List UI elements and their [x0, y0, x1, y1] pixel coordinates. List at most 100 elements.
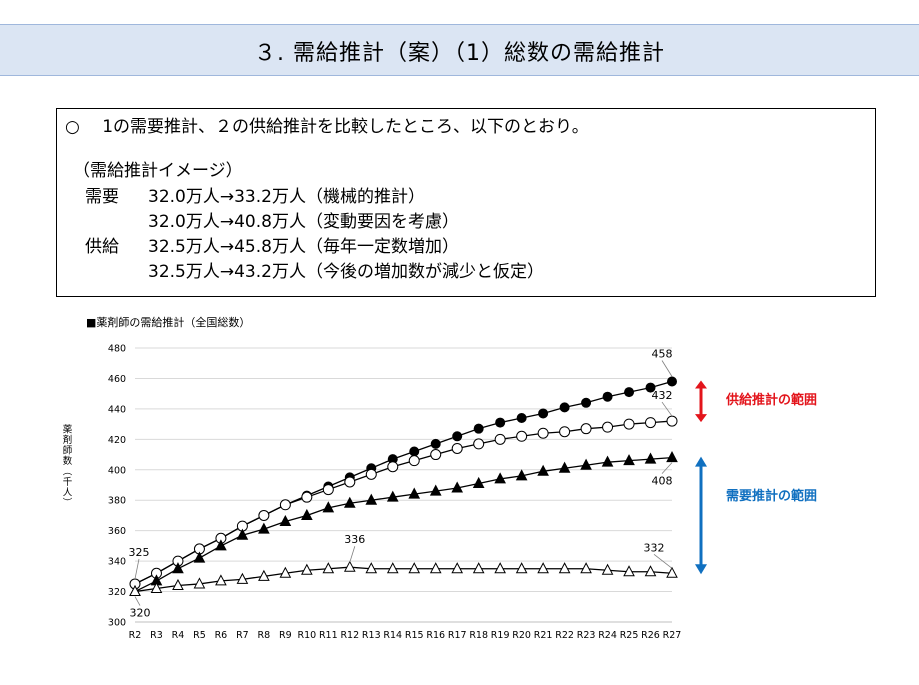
data-point: [386, 562, 399, 574]
y-tick-label: 300: [108, 618, 126, 629]
data-point: [494, 562, 506, 574]
data-point: [538, 408, 549, 419]
x-tick-label: R22: [555, 630, 574, 641]
x-tick-label: R3: [150, 630, 163, 641]
x-tick-label: R12: [340, 630, 359, 641]
data-point: [472, 562, 485, 574]
x-tick-label: R20: [512, 630, 531, 641]
x-tick-label: R14: [383, 630, 402, 641]
data-label-leader: [134, 558, 140, 580]
data-point: [580, 423, 592, 435]
data-point: [258, 569, 270, 581]
x-tick-label: R15: [405, 630, 424, 641]
data-point: [537, 464, 549, 476]
data-point: [301, 491, 313, 503]
data-point: [515, 469, 528, 481]
data-point: [537, 427, 549, 439]
data-point: [365, 493, 378, 505]
data-point: [301, 563, 313, 575]
data-point: [666, 415, 678, 427]
x-tick-label: R9: [279, 630, 292, 641]
data-point: [409, 446, 420, 457]
data-point: [515, 562, 528, 574]
data-point: [408, 562, 421, 574]
y-tick-label: 460: [108, 374, 126, 385]
data-point: [667, 376, 677, 387]
y-tick-label: 360: [108, 526, 126, 537]
x-tick-label: R27: [663, 630, 682, 641]
data-point: [387, 461, 399, 473]
data-point: [408, 455, 420, 467]
y-axis-label: 薬剤師数（千人）: [61, 423, 73, 508]
x-tick-label: R16: [426, 630, 445, 641]
x-tick-label: R11: [319, 630, 338, 641]
data-label: 408: [652, 475, 673, 488]
data-point: [279, 566, 292, 578]
x-tick-label: R26: [641, 630, 660, 641]
data-point: [494, 472, 506, 484]
supply-row-2: 32.5万人→43.2万人（今後の増加数が減少と仮定）: [148, 262, 544, 282]
x-tick-label: R6: [215, 630, 228, 641]
data-point: [581, 397, 592, 408]
data-label: 332: [644, 541, 665, 554]
data-point: [387, 454, 398, 465]
data-point: [516, 413, 527, 424]
x-tick-label: R4: [172, 630, 185, 641]
data-point: [343, 560, 356, 572]
x-tick-label: R7: [236, 630, 249, 641]
y-tick-label: 320: [108, 587, 126, 598]
summary-lead: ○ 1の需要推計、２の供給推計を比較したところ、以下のとおり。: [65, 117, 589, 137]
data-point: [429, 562, 442, 574]
data-point: [644, 452, 657, 464]
data-point: [343, 496, 356, 508]
series-line-4: [134, 566, 673, 593]
data-point: [645, 382, 656, 393]
data-point: [645, 417, 657, 429]
data-point: [172, 578, 184, 590]
demand-row-1: 32.0万人→33.2万人（機械的推計）: [148, 187, 425, 207]
supply-label: 供給: [85, 237, 119, 257]
data-point: [258, 509, 270, 521]
data-label: 325: [129, 546, 150, 559]
data-label: 432: [652, 389, 673, 402]
data-point: [558, 562, 571, 574]
y-tick-label: 380: [108, 496, 126, 507]
data-point: [666, 451, 678, 463]
data-point: [452, 431, 463, 442]
data-point: [430, 449, 442, 461]
summary-box: ○ 1の需要推計、２の供給推計を比較したところ、以下のとおり。 （需給推計イメー…: [56, 108, 876, 297]
data-label-leader: [349, 546, 356, 563]
data-label-leader: [653, 553, 673, 569]
data-point: [322, 562, 335, 574]
data-point: [408, 487, 421, 499]
data-label: 458: [652, 347, 673, 360]
series-line-1: [134, 380, 673, 585]
data-point: [301, 508, 313, 520]
image-heading: （需給推計イメージ）: [73, 161, 243, 181]
supply-row-1: 32.5万人→45.8万人（毎年一定数増加）: [148, 237, 459, 257]
demand-label: 需要: [85, 187, 119, 207]
data-point: [344, 476, 356, 488]
data-point: [516, 430, 528, 442]
data-point: [580, 562, 592, 574]
data-point: [215, 539, 227, 551]
data-point: [559, 402, 570, 413]
y-tick-label: 340: [108, 557, 126, 568]
data-point: [258, 522, 270, 534]
data-point: [623, 418, 635, 430]
x-tick-label: R24: [598, 630, 617, 641]
title-bar: ３. 需給推計（案）（1）総数の需給推計: [0, 24, 919, 76]
data-point: [172, 562, 184, 574]
data-point: [580, 458, 592, 470]
data-point: [451, 562, 464, 574]
data-label: 320: [130, 607, 151, 620]
data-point: [623, 565, 635, 577]
data-label-leader: [661, 360, 673, 377]
demand-row-2: 32.0万人→40.8万人（変動要因を考慮）: [148, 212, 459, 232]
data-label-leader: [134, 596, 141, 606]
x-tick-label: R5: [193, 630, 206, 641]
data-point: [537, 562, 549, 574]
data-point: [215, 574, 227, 586]
x-tick-label: R17: [448, 630, 467, 641]
